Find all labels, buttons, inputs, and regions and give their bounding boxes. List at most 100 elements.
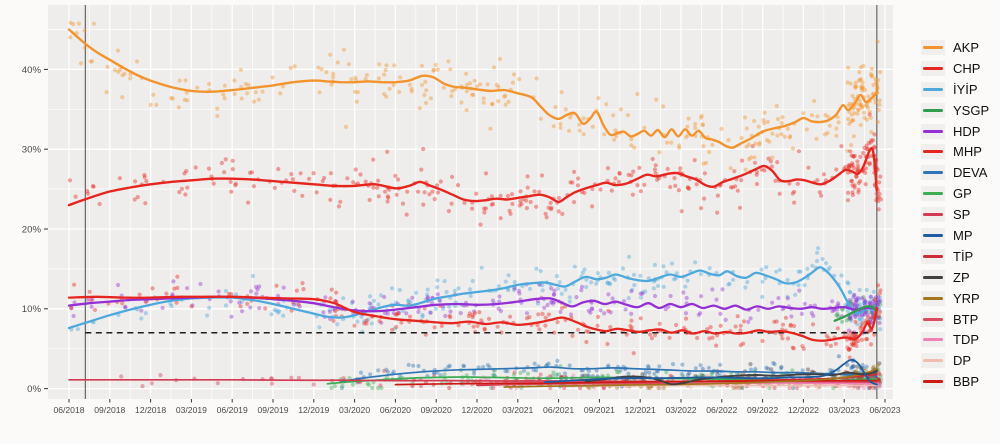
legend-label: YRP [953,290,980,306]
x-tick-label: 09/2021 [584,405,615,415]
trend-lines [67,28,878,388]
x-tick-label: 03/2021 [502,405,533,415]
legend-key-swatch [921,207,945,223]
legend-item-dp: DP [921,350,989,371]
legend-key-swatch [921,311,945,327]
legend-color-line [923,275,943,279]
y-axis: 0% 10% 20% 30% 40% [22,65,48,395]
legend: AKP CHP İYİP YSGP HDP MHP DEVA GP SP MP TİP ZP YRP BT… [921,37,989,392]
legend-item-sp: SP [921,204,989,225]
x-tick-label: 06/2018 [53,405,84,415]
legend-label: CHP [953,60,981,76]
trend-line-yrp [503,367,878,388]
legend-color-line [923,150,943,154]
x-tick-label: 03/2020 [339,405,370,415]
legend-color-line [923,359,943,363]
trend-line-iyip [67,266,878,330]
legend-color-line [923,233,943,237]
legend-key-swatch [921,374,945,390]
legend-label: BBP [953,374,980,390]
legend-key-swatch [921,81,945,97]
legend-item-btp: BTP [921,309,989,330]
legend-item-mp: MP [921,225,989,246]
legend-key-swatch [921,186,945,202]
legend-label: DP [953,353,972,369]
legend-item-gp: GP [921,183,989,204]
x-tick-label: 12/2018 [135,405,166,415]
x-tick-label: 06/2019 [217,405,248,415]
x-tick-label: 12/2021 [625,405,656,415]
x-tick-label: 03/2022 [665,405,696,415]
legend-key-swatch [921,123,945,139]
x-tick-label: 09/2020 [421,405,452,415]
legend-color-line [923,296,943,300]
x-axis: 06/2018 09/2018 12/2018 03/2019 06/2019 09/20… [53,399,901,415]
trend-line-mhp [67,295,878,342]
legend-key-swatch [921,102,945,118]
legend-label: MP [953,227,973,243]
legend-item-ysgp: YSGP [921,100,989,121]
legend-color-line [923,45,943,49]
legend-color-line [923,317,943,321]
legend-label: İYİP [953,81,978,97]
legend-key-swatch [921,290,945,306]
legend-label: SP [953,207,971,223]
x-tick-label: 09/2019 [257,405,288,415]
legend-label: AKP [953,39,980,55]
legend-item-bbp: BBP [921,371,989,392]
x-tick-label: 12/2019 [298,405,329,415]
legend-item-tdp: TDP [921,329,989,350]
x-tick-label: 06/2023 [869,405,900,415]
legend-label: TİP [953,248,974,264]
legend-item-hdp: HDP [921,121,989,142]
legend-item-yrp: YRP [921,288,989,309]
legend-color-line [923,192,943,196]
x-tick-label: 09/2018 [94,405,125,415]
x-tick-label: 06/2021 [543,405,574,415]
y-tick-label: 20% [22,224,42,235]
legend-color-line [923,254,943,258]
trend-line-deva [340,366,878,383]
legend-color-line [923,66,943,70]
legend-label: MHP [953,144,982,160]
legend-color-line [923,108,943,112]
legend-key-swatch [921,269,945,285]
legend-color-line [923,129,943,133]
y-tick-label: 10% [22,304,42,315]
trend-line-chp [67,146,878,207]
legend-key-swatch [921,39,945,55]
legend-label: DEVA [953,165,988,181]
legend-label: HDP [953,123,981,139]
legend-item-chp: CHP [921,58,989,79]
legend-color-line [923,380,943,384]
legend-label: TDP [953,332,979,348]
legend-key-swatch [921,60,945,76]
legend-key-swatch [921,227,945,243]
legend-label: GP [953,186,972,202]
legend-label: BTP [953,311,979,327]
legend-item-tip: TİP [921,246,989,267]
x-tick-label: 12/2022 [788,405,819,415]
x-tick-label: 03/2023 [829,405,860,415]
legend-color-line [923,87,943,91]
scatter-akp [68,20,883,172]
legend-label: YSGP [953,102,990,118]
x-tick-label: 06/2020 [380,405,411,415]
x-tick-label: 03/2019 [176,405,207,415]
x-tick-label: 06/2022 [706,405,737,415]
legend-label: ZP [953,269,970,285]
legend-item-zp: ZP [921,267,989,288]
x-tick-label: 09/2022 [747,405,778,415]
legend-key-swatch [921,332,945,348]
legend-key-swatch [921,248,945,264]
legend-item-iyip: İYİP [921,79,989,100]
legend-key-swatch [921,353,945,369]
legend-item-mhp: MHP [921,141,989,162]
y-tick-label: 30% [22,145,42,156]
scatter-ysgp [834,295,883,324]
trend-line-mp [544,358,878,386]
legend-item-akp: AKP [921,37,989,58]
y-tick-label: 40% [22,65,42,76]
